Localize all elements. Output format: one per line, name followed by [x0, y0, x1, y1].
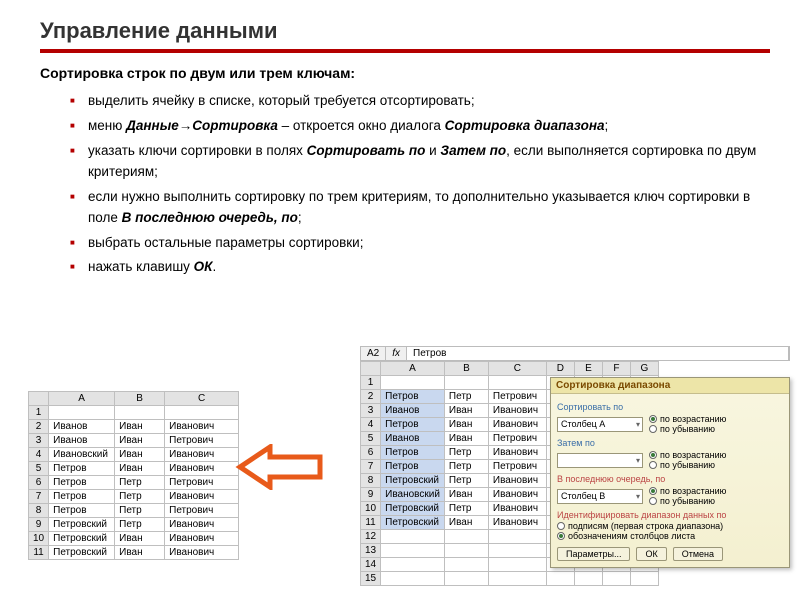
sort2-label: Затем по	[557, 438, 783, 448]
bullet-item: выбрать остальные параметры сортировки;	[70, 233, 770, 254]
fb-value[interactable]: Петров	[407, 347, 789, 360]
sort3-select[interactable]: Столбец B	[557, 489, 643, 504]
dialog-title: Сортировка диапазона	[551, 378, 789, 394]
transform-arrow	[235, 444, 325, 490]
sort2-select[interactable]	[557, 453, 643, 468]
bullet-item: выделить ячейку в списке, который требуе…	[70, 91, 770, 112]
bullet-item: если нужно выполнить сортировку по трем …	[70, 187, 770, 229]
formula-bar: A2 fx Петров	[360, 346, 790, 361]
sort3-asc[interactable]: по возрастанию	[649, 486, 726, 496]
result-table: ABC12ИвановИванИванович3ИвановИванПетров…	[28, 391, 239, 560]
sort2-desc[interactable]: по убыванию	[649, 460, 726, 470]
sort1-select[interactable]: Столбец A	[557, 417, 643, 432]
subtitle: Сортировка строк по двум или трем ключам…	[40, 65, 770, 81]
fb-cellref: A2	[361, 347, 386, 360]
options-button[interactable]: Параметры...	[557, 547, 630, 561]
fb-fx-icon: fx	[386, 347, 407, 360]
title-divider	[40, 49, 770, 53]
identify-opt2[interactable]: обозначениям столбцов листа	[557, 531, 783, 541]
source-and-dialog: A2 fx Петров ABCDEFG12ПетровПетрПетрович…	[360, 346, 790, 586]
identify-opt1[interactable]: подписям (первая строка диапазона)	[557, 521, 783, 531]
bullet-item: меню Данные→Сортировка – откроется окно …	[70, 116, 770, 137]
sort3-desc[interactable]: по убыванию	[649, 496, 726, 506]
page-title: Управление данными	[40, 18, 770, 49]
sort-dialog: Сортировка диапазона Сортировать по Стол…	[550, 377, 790, 568]
sort3-label: В последнюю очередь, по	[557, 474, 783, 484]
bullet-item: нажать клавишу ОК.	[70, 257, 770, 278]
sort1-asc[interactable]: по возрастанию	[649, 414, 726, 424]
cancel-button[interactable]: Отмена	[673, 547, 723, 561]
bullet-list: выделить ячейку в списке, который требуе…	[40, 91, 770, 278]
sort2-asc[interactable]: по возрастанию	[649, 450, 726, 460]
bullet-item: указать ключи сортировки в полях Сортиро…	[70, 141, 770, 183]
sort1-desc[interactable]: по убыванию	[649, 424, 726, 434]
sort1-label: Сортировать по	[557, 402, 783, 412]
ok-button[interactable]: ОК	[636, 547, 666, 561]
identify-label: Идентифицировать диапазон данных по	[557, 510, 783, 520]
